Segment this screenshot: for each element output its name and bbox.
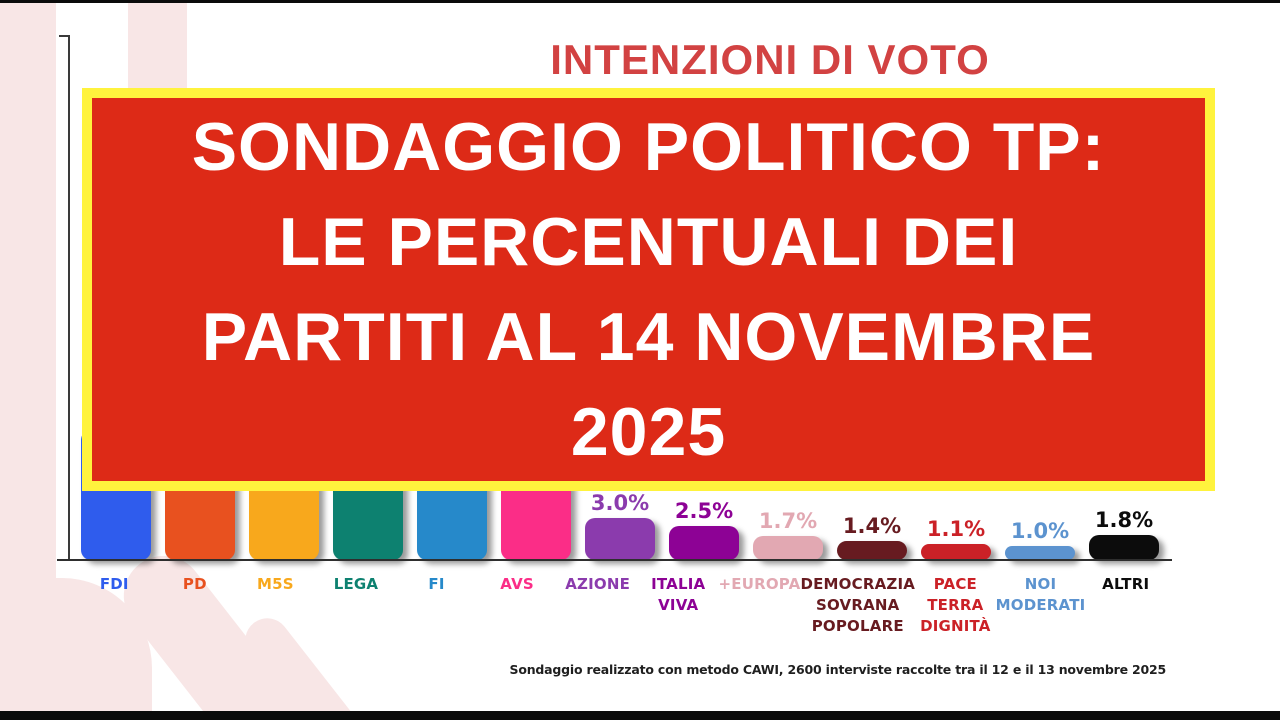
value-label-pace-terra-dignit: 1.1% — [926, 517, 986, 541]
bar-europa — [753, 536, 823, 560]
party-label-line: MODERATI — [995, 596, 1086, 614]
bar-pace-terra-dignit — [921, 544, 991, 560]
headline-banner: SONDAGGIO POLITICO TP: LE PERCENTUALI DE… — [82, 88, 1215, 491]
party-label-azione: AZIONE — [557, 574, 638, 637]
party-label-fi: FI — [396, 574, 477, 637]
party-label-europa: +EUROPA — [719, 574, 801, 637]
party-label-pace-terra-dignit: PACE TERRA DIGNITÀ — [915, 574, 996, 637]
party-label-line: FDI — [99, 575, 129, 593]
party-label-line: ITALIA — [651, 575, 706, 593]
party-label-m5s: M5S — [235, 574, 316, 637]
party-label-line: AVS — [500, 575, 534, 593]
party-label-line: PD — [182, 575, 207, 593]
methodology-note: Sondaggio realizzato con metodo CAWI, 26… — [509, 662, 1167, 677]
party-column-pace-terra-dignit: 1.1% — [914, 430, 998, 560]
party-column-noi-moderati: 1.0% — [998, 430, 1082, 560]
bar-altri — [1089, 535, 1159, 560]
party-column-europa: 1.7% — [746, 430, 830, 560]
party-label-line: POPOLARE — [811, 617, 904, 635]
bar-azione — [585, 518, 655, 560]
page-title: INTENZIONI DI VOTO — [550, 36, 990, 83]
party-label-line: TERRA — [927, 596, 984, 614]
labels-row: FDI PD M5S LEGA FI AVS AZIONE ITALIA VIVA +EUROPA… — [74, 574, 1166, 637]
bar-noi-moderati — [1005, 546, 1075, 560]
party-column-altri: 1.8% — [1082, 430, 1166, 560]
y-axis-tick — [59, 35, 70, 37]
bar-italia-viva — [669, 526, 739, 560]
x-axis-line — [57, 559, 1172, 561]
party-label-italia-viva: ITALIA VIVA — [638, 574, 719, 637]
party-label-line: LEGA — [333, 575, 379, 593]
party-label-line: SOVRANA — [816, 596, 900, 614]
party-label-line: PACE — [933, 575, 977, 593]
party-label-avs: AVS — [477, 574, 558, 637]
party-label-noi-moderati: NOI MODERATI — [996, 574, 1086, 637]
party-label-democrazia-sovrana-popolare: DEMOCRAZIA SOVRANA POPOLARE — [800, 574, 915, 637]
party-label-altri: ALTRI — [1085, 574, 1166, 637]
party-label-line: ALTRI — [1102, 575, 1150, 593]
value-label-altri: 1.8% — [1094, 508, 1154, 532]
value-label-noi-moderati: 1.0% — [1010, 519, 1070, 543]
bar-democrazia-sovrana-popolare — [837, 541, 907, 560]
party-label-line: FI — [428, 575, 445, 593]
value-label-democrazia-sovrana-popolare: 1.4% — [842, 514, 902, 538]
y-axis-line — [68, 35, 70, 561]
letterbox-top-bar — [0, 0, 1280, 3]
party-label-line: M5S — [257, 575, 294, 593]
party-label-pd: PD — [155, 574, 236, 637]
party-label-lega: LEGA — [316, 574, 397, 637]
value-label-italia-viva: 2.5% — [674, 499, 734, 523]
headline-line-1: SONDAGGIO POLITICO TP: — [191, 108, 1106, 185]
party-label-line: DEMOCRAZIA — [800, 575, 916, 593]
party-label-line: DIGNITÀ — [920, 617, 991, 635]
value-label-europa: 1.7% — [758, 509, 818, 533]
letterbox-bottom-bar — [0, 711, 1280, 720]
party-label-line: AZIONE — [565, 575, 631, 593]
headline-line-3: PARTITI AL 14 NOVEMBRE — [201, 298, 1096, 375]
party-label-line: NOI — [1024, 575, 1057, 593]
headline-banner-inner: SONDAGGIO POLITICO TP: LE PERCENTUALI DE… — [92, 98, 1205, 481]
party-column-italia-viva: 2.5% — [662, 430, 746, 560]
headline-line-2: LE PERCENTUALI DEI — [278, 203, 1019, 280]
party-label-fdi: FDI — [74, 574, 155, 637]
party-label-line: VIVA — [658, 596, 699, 614]
party-column-azione: 3.0% — [578, 430, 662, 560]
party-label-line: +EUROPA — [718, 575, 801, 593]
party-column-democrazia-sovrana-popolare: 1.4% — [830, 430, 914, 560]
headline-line-4: 2025 — [570, 393, 727, 470]
value-label-azione: 3.0% — [590, 491, 650, 515]
